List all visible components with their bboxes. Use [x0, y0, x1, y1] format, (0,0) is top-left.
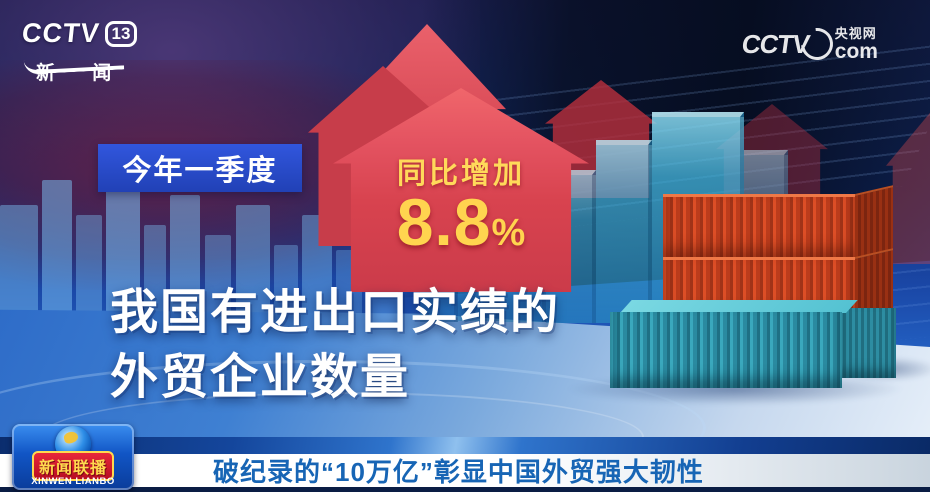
- lower-third-bottom-edge: [0, 487, 930, 492]
- cargo-container-teal-rear: [840, 308, 896, 378]
- watermark-site-name: 央视网: [834, 25, 877, 41]
- program-logo-title: 新闻联播: [31, 451, 115, 481]
- stat-unit: %: [491, 212, 526, 254]
- watermark-site-block: 央视网 com: [835, 27, 878, 62]
- channel-name-label: 新 闻: [36, 63, 128, 84]
- stat-value: 8.8: [396, 185, 492, 259]
- stat-value-group: 8.8%: [333, 184, 589, 260]
- program-logo-xinwenlianbo: 新闻联播 XINWEN LIANBO: [12, 424, 134, 490]
- bar-chart-column: [596, 140, 652, 323]
- skyline-building: [144, 225, 166, 335]
- cargo-container-teal-front: [610, 312, 842, 388]
- lower-third-blue-strip: [0, 437, 930, 455]
- cargo-container-red-top: [663, 194, 855, 259]
- stat-caption: 同比增加: [396, 158, 525, 190]
- platform-curve: [0, 360, 706, 492]
- program-logo-subtitle: XINWEN LIANBO: [31, 476, 115, 487]
- news-headline: 破纪录的“10万亿”彰显中国外贸强大韧性: [213, 457, 704, 487]
- cctv-com-watermark: CCTV 央视网 com: [740, 18, 922, 70]
- graphic-title-line2: 外贸企业数量: [110, 351, 411, 404]
- cctv-logo-text: CCTV: [20, 18, 102, 48]
- channel-number-badge: 13: [104, 20, 138, 47]
- graphic-title-line1: 我国有进出口实绩的: [110, 286, 561, 339]
- skyline-building: [42, 180, 72, 335]
- cargo-container-red-top-side: [855, 185, 893, 258]
- channel-bug-cctv13: CCTV 13 新 闻: [20, 18, 152, 84]
- period-label-text: 今年一季度: [122, 155, 278, 187]
- lower-third-headline-bar: [0, 454, 930, 487]
- watermark-domain: com: [834, 39, 878, 63]
- period-label: 今年一季度: [98, 144, 302, 192]
- channel-bug-row: CCTV 13: [20, 18, 152, 49]
- skyline-building: [106, 170, 140, 335]
